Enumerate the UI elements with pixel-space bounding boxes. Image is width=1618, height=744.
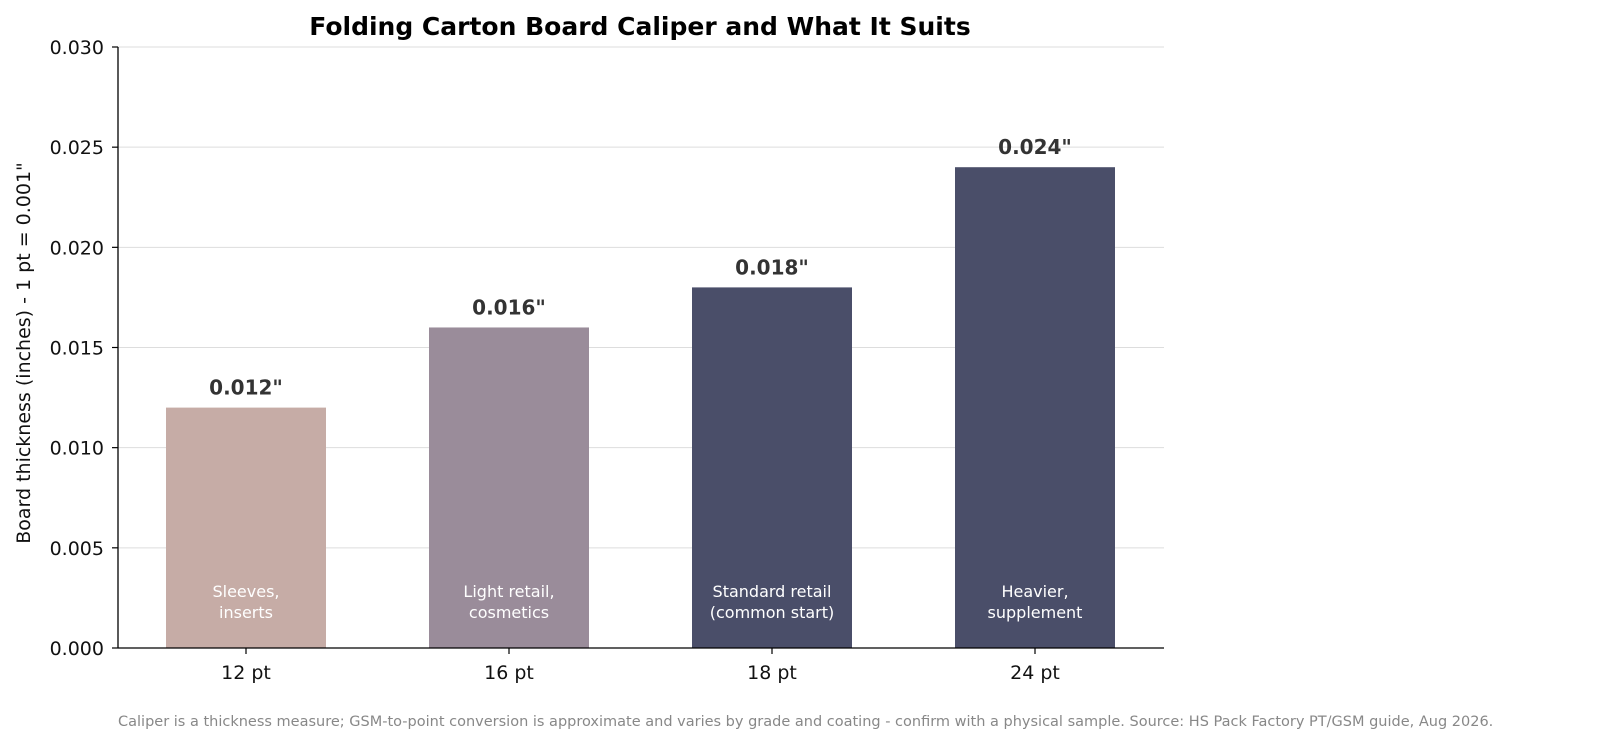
bar-value-label: 0.012" [209, 376, 283, 400]
bar-value-label: 0.024" [998, 135, 1072, 159]
bar-annotation: Sleeves, [212, 582, 279, 601]
bar-value-label: 0.016" [472, 295, 546, 319]
bar-16-pt [429, 327, 589, 648]
chart-title: Folding Carton Board Caliper and What It… [309, 12, 970, 41]
bar-annotation: Light retail, [463, 582, 554, 601]
bar-annotation: inserts [219, 603, 273, 622]
y-tick-label: 0.010 [50, 438, 104, 460]
x-tick-label: 16 pt [484, 662, 534, 684]
bar-annotation: supplement [988, 603, 1083, 622]
bar-18-pt [692, 287, 852, 648]
bar-annotation: (common start) [710, 603, 835, 622]
y-tick-label: 0.030 [50, 37, 104, 59]
bars: 0.012" Sleeves, inserts 0.016" Light retail,… [166, 135, 1115, 648]
x-tick-label: 24 pt [1010, 662, 1060, 684]
bar-annotation: Heavier, [1001, 582, 1068, 601]
bar-annotation: Standard retail [713, 582, 832, 601]
y-tick-label: 0.025 [50, 137, 104, 159]
bar-value-label: 0.018" [735, 255, 809, 279]
y-tick-label: 0.005 [50, 538, 104, 560]
bar-annotation: cosmetics [469, 603, 549, 622]
y-tick-label: 0.015 [50, 338, 104, 360]
x-tick-label: 12 pt [221, 662, 271, 684]
footnote: Caliper is a thickness measure; GSM-to-p… [118, 714, 1493, 730]
y-ticks: 0.000 0.005 0.010 0.015 0.020 0.025 0.030 [50, 37, 118, 660]
bar-24-pt [955, 167, 1115, 648]
bar-12-pt [166, 407, 326, 648]
x-tick-label: 18 pt [747, 662, 797, 684]
y-tick-label: 0.000 [50, 638, 104, 660]
x-ticks: 12 pt 16 pt 18 pt 24 pt [221, 648, 1060, 684]
y-axis-label: Board thickness (inches) - 1 pt = 0.001" [13, 162, 35, 544]
y-tick-label: 0.020 [50, 237, 104, 259]
